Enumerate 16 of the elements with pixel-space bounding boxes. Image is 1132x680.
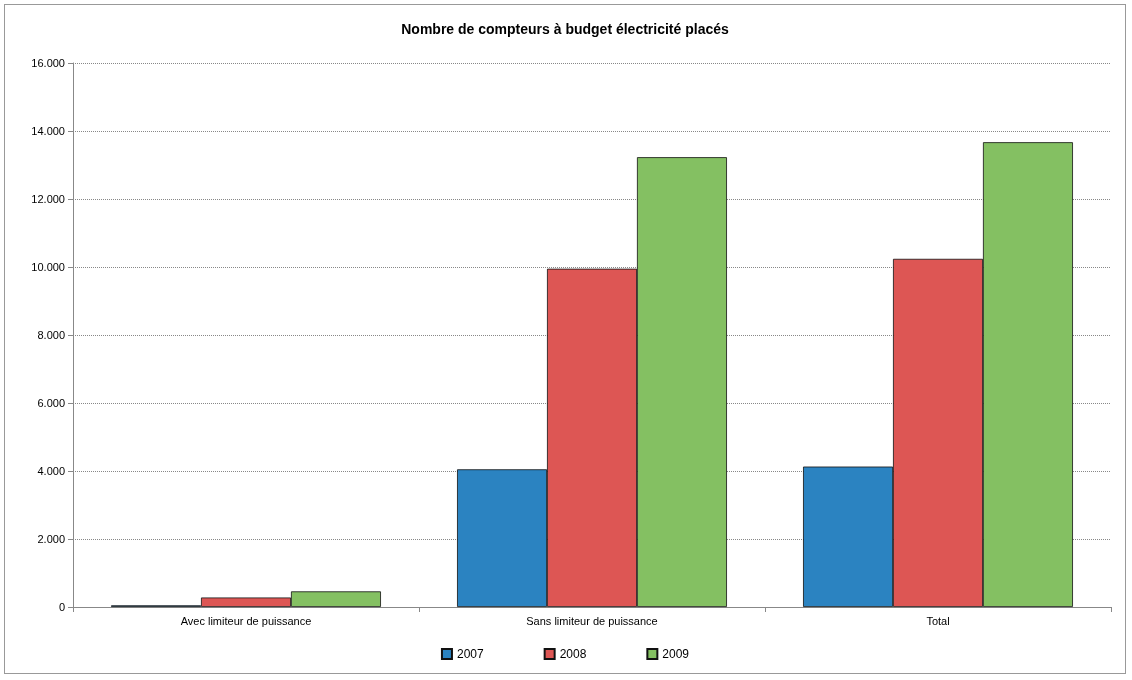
y-tick-label: 8.000 — [37, 329, 65, 341]
y-tick-label: 12.000 — [31, 193, 65, 205]
y-tick-label: 4.000 — [37, 465, 65, 477]
y-tick-label: 6.000 — [37, 397, 65, 409]
legend-label: 2007 — [456, 647, 484, 661]
legend-label: 2008 — [559, 647, 587, 661]
y-tick-label: 10.000 — [31, 261, 65, 273]
x-tick-label: Sans limiteur de puissance — [526, 614, 658, 627]
x-tick-label: Avec limiteur de puissance — [180, 614, 312, 627]
chart-title: Nombre de compteurs à budget électricité placés — [401, 21, 729, 37]
x-tick-label: Total — [926, 614, 950, 627]
y-tick-label: 0 — [58, 601, 65, 613]
y-tick-label: 14.000 — [31, 125, 65, 137]
legend-label: 2009 — [662, 647, 690, 661]
y-tick-label: 16.000 — [31, 57, 65, 69]
y-tick-label: 2.000 — [37, 533, 65, 545]
